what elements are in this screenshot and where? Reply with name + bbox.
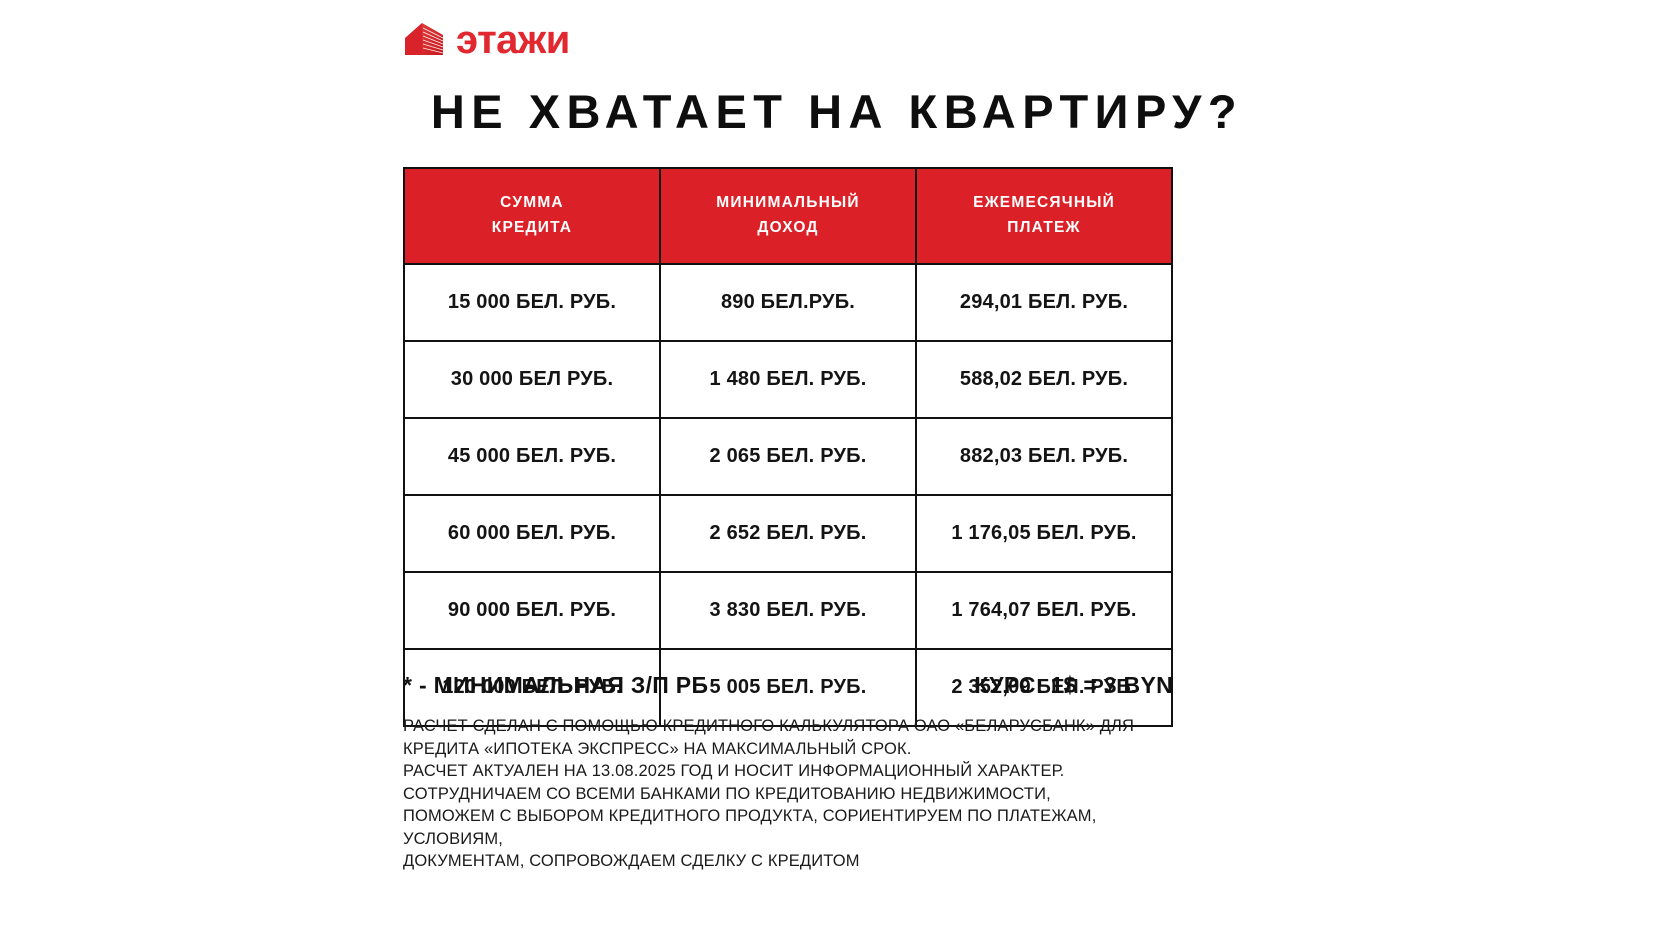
cell-monthly-payment: 1 764,07 БЕЛ. РУБ. <box>915 571 1173 650</box>
table-row: 15 000 БЕЛ. РУБ. 890 БЕЛ.РУБ. 294,01 БЕЛ… <box>403 263 1173 342</box>
cell-min-income: 1 480 БЕЛ. РУБ. <box>659 340 917 419</box>
column-header-monthly-payment: ЕЖЕМЕСЯЧНЫЙ ПЛАТЕЖ <box>915 167 1173 265</box>
cell-loan-amount: 30 000 БЕЛ РУБ. <box>403 340 661 419</box>
column-header-min-income: МИНИМАЛЬНЫЙ ДОХОД <box>659 167 917 265</box>
building-house-icon <box>403 22 445 56</box>
brand-wordmark: этажи <box>456 18 570 62</box>
table-row: 45 000 БЕЛ. РУБ. 2 065 БЕЛ. РУБ. 882,03 … <box>403 417 1173 496</box>
cell-min-income: 2 652 БЕЛ. РУБ. <box>659 494 917 573</box>
cell-monthly-payment: 294,01 БЕЛ. РУБ. <box>915 263 1173 342</box>
cell-min-income: 890 БЕЛ.РУБ. <box>659 263 917 342</box>
brand-logo[interactable]: этажи <box>403 16 570 62</box>
disclaimer-line: УСЛОВИЯМ, <box>403 829 503 848</box>
disclaimer-line: РАСЧЕТ АКТУАЛЕН НА 13.08.2025 ГОД И НОСИ… <box>403 762 1065 780</box>
footnote-exchange-rate: КУРС: 1$ = 3 BYN <box>974 672 1173 698</box>
column-header-loan-amount-line1: СУММА <box>500 194 564 212</box>
disclaimer-line: РАСЧЕТ СДЕЛАН С ПОМОЩЬЮ КРЕДИТНОГО КАЛЬК… <box>403 717 1135 735</box>
page-title: НЕ ХВАТАЕТ НА КВАРТИРУ? <box>430 85 1244 138</box>
column-header-monthly-payment-line1: ЕЖЕМЕСЯЧНЫЙ <box>973 194 1115 212</box>
column-header-loan-amount-line2: КРЕДИТА <box>491 219 573 236</box>
credit-table-wrapper: СУММА КРЕДИТА МИНИМАЛЬНЫЙ ДОХОД ЕЖЕМЕСЯЧ… <box>403 167 1173 727</box>
table-row: 60 000 БЕЛ. РУБ. 2 652 БЕЛ. РУБ. 1 176,0… <box>403 494 1173 573</box>
cell-min-income: 5 005 БЕЛ. РУБ. <box>659 648 917 727</box>
disclaimer-line: ПОМОЖЕМ С ВЫБОРОМ КРЕДИТНОГО ПРОДУКТА, С… <box>403 807 1097 825</box>
cell-loan-amount: 15 000 БЕЛ. РУБ. <box>403 263 661 342</box>
table-header-row: СУММА КРЕДИТА МИНИМАЛЬНЫЙ ДОХОД ЕЖЕМЕСЯЧ… <box>403 167 1173 265</box>
footnote-row: * - МИНИМАЛЬНАЯ З/П РБ КУРС: 1$ = 3 BYN <box>403 672 1173 699</box>
disclaimer-block: РАСЧЕТ СДЕЛАН С ПОМОЩЬЮ КРЕДИТНОГО КАЛЬК… <box>403 715 1193 873</box>
table-row: 120 000 БЕЛ. РУБ. 5 005 БЕЛ. РУБ. 2 352,… <box>403 648 1173 727</box>
disclaimer-line: ДОКУМЕНТАМ, СОПРОВОЖДАЕМ СДЕЛКУ С КРЕДИТ… <box>403 852 860 870</box>
footnote-min-salary: * - МИНИМАЛЬНАЯ З/П РБ <box>403 672 709 698</box>
cell-loan-amount: 45 000 БЕЛ. РУБ. <box>403 417 661 496</box>
table-row: 30 000 БЕЛ РУБ. 1 480 БЕЛ. РУБ. 588,02 Б… <box>403 340 1173 419</box>
disclaimer-line: СОТРУДНИЧАЕМ СО ВСЕМИ БАНКАМИ ПО КРЕДИТО… <box>403 784 1051 803</box>
column-header-monthly-payment-line2: ПЛАТЕЖ <box>1007 219 1081 236</box>
cell-monthly-payment: 1 176,05 БЕЛ. РУБ. <box>915 494 1173 573</box>
cell-min-income: 3 830 БЕЛ. РУБ. <box>659 571 917 650</box>
cell-monthly-payment: 588,02 БЕЛ. РУБ. <box>915 340 1173 419</box>
cell-monthly-payment: 882,03 БЕЛ. РУБ. <box>915 417 1173 496</box>
cell-min-income: 2 065 БЕЛ. РУБ. <box>659 417 917 496</box>
table-head: СУММА КРЕДИТА МИНИМАЛЬНЫЙ ДОХОД ЕЖЕМЕСЯЧ… <box>403 167 1173 265</box>
table-body: 15 000 БЕЛ. РУБ. 890 БЕЛ.РУБ. 294,01 БЕЛ… <box>403 263 1173 727</box>
column-header-loan-amount: СУММА КРЕДИТА <box>403 167 661 265</box>
cell-loan-amount: 60 000 БЕЛ. РУБ. <box>403 494 661 573</box>
disclaimer-line: КРЕДИТА «ИПОТЕКА ЭКСПРЕСС» НА МАКСИМАЛЬН… <box>403 739 912 758</box>
table-row: 90 000 БЕЛ. РУБ. 3 830 БЕЛ. РУБ. 1 764,0… <box>403 571 1173 650</box>
column-header-min-income-line1: МИНИМАЛЬНЫЙ <box>716 194 860 212</box>
cell-loan-amount: 120 000 БЕЛ. РУБ. <box>403 648 661 727</box>
cell-monthly-payment: 2 352,09 БЕЛ. РУБ. <box>915 648 1173 727</box>
credit-table: СУММА КРЕДИТА МИНИМАЛЬНЫЙ ДОХОД ЕЖЕМЕСЯЧ… <box>403 167 1173 727</box>
cell-loan-amount: 90 000 БЕЛ. РУБ. <box>403 571 661 650</box>
column-header-min-income-line2: ДОХОД <box>757 219 819 236</box>
